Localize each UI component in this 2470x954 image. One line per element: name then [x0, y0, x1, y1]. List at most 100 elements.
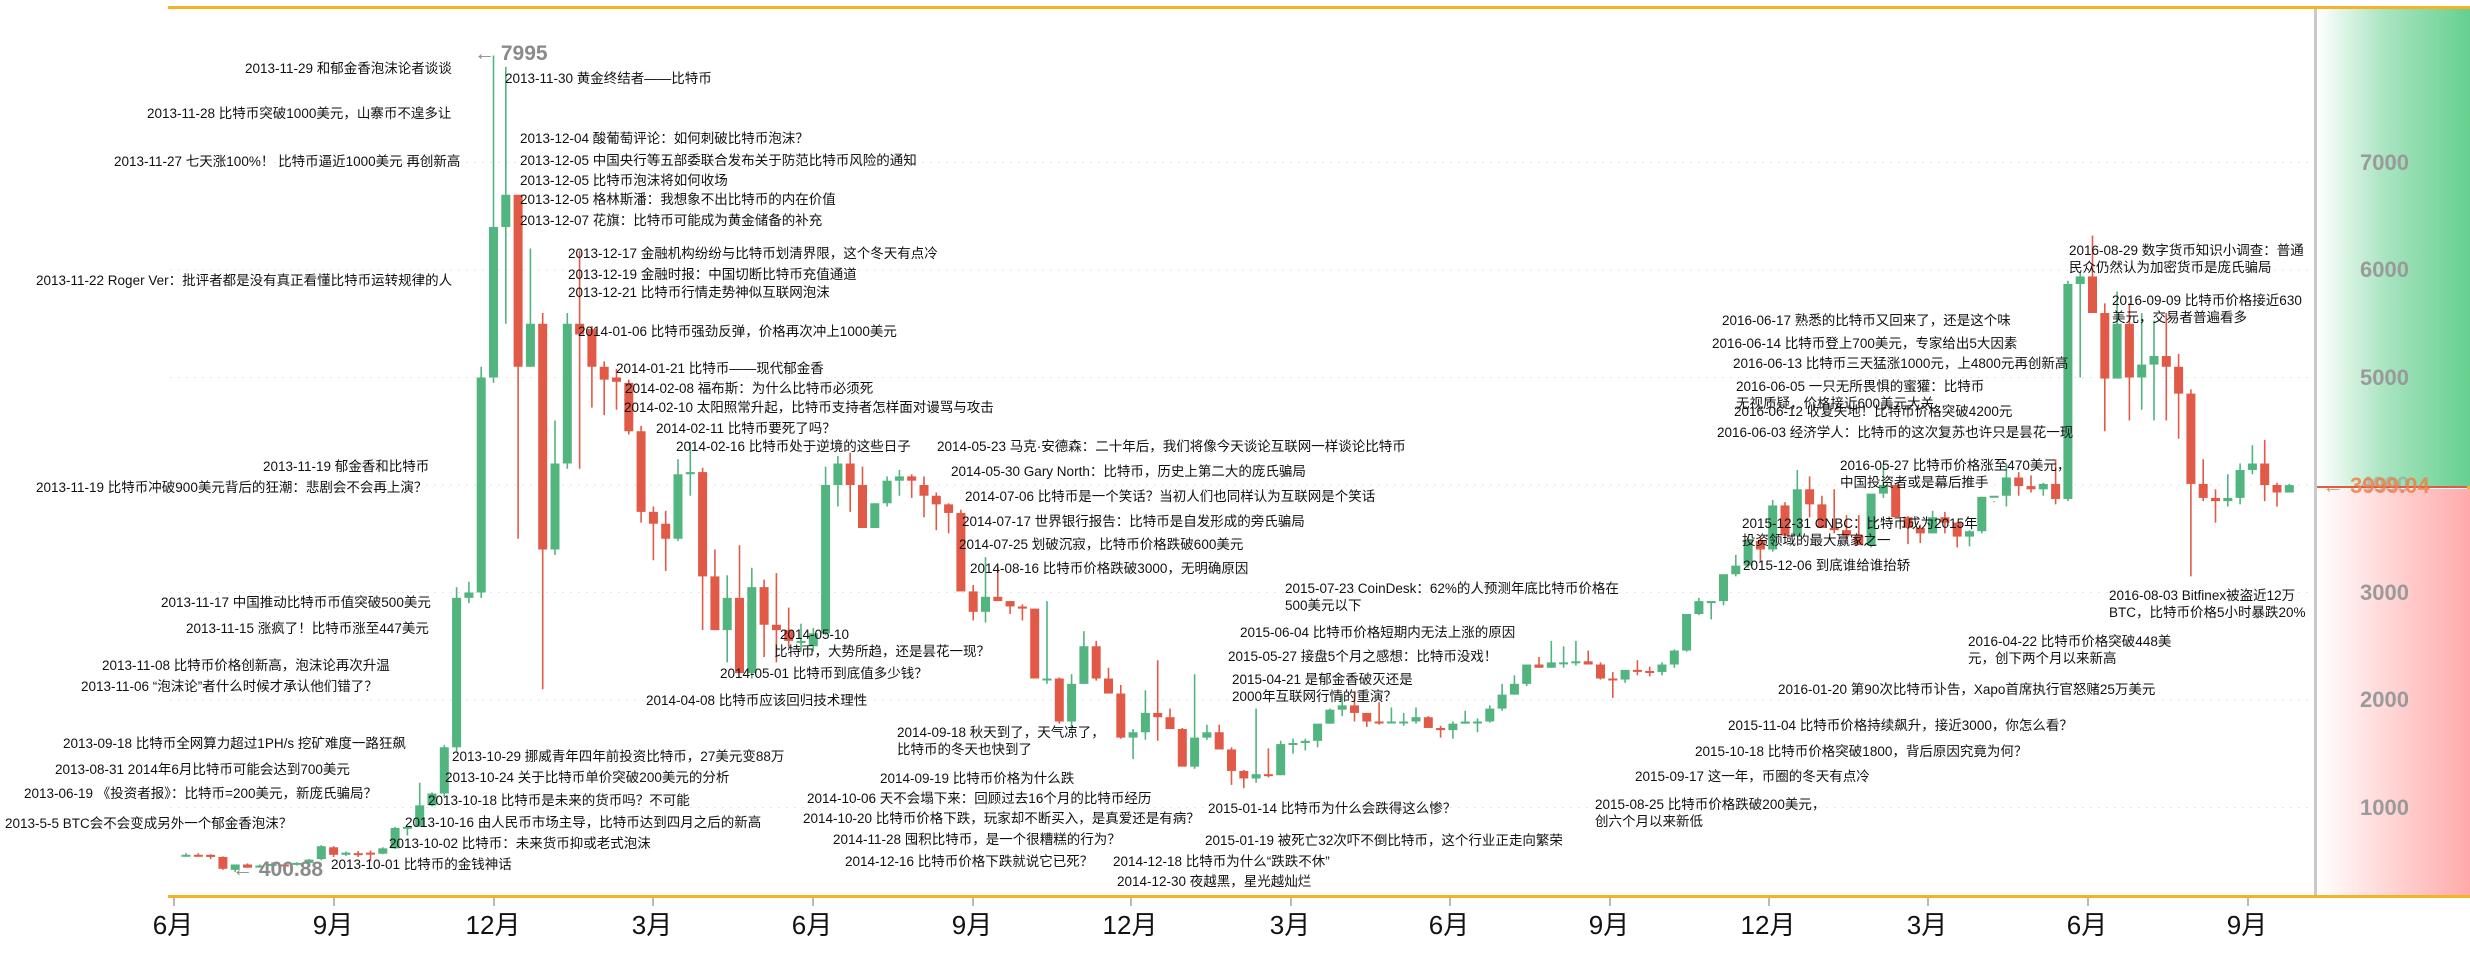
price-axis-panel	[2314, 9, 2470, 895]
candle	[427, 792, 437, 807]
candle	[366, 850, 375, 862]
x-tick	[652, 898, 654, 906]
candle	[193, 853, 203, 857]
candle	[1042, 601, 1052, 684]
news-annotation: 2013-12-05 比特币泡沫将如何收场	[520, 173, 728, 188]
candle	[747, 567, 757, 679]
news-annotation: 2016-06-12 收复失地！比特币价格突破4200元	[1734, 404, 2013, 419]
news-annotation: 2013-11-06 “泡沫论”者什么时候才承认他们错了？	[81, 679, 378, 694]
candle	[1350, 691, 1359, 722]
y-tick-label: 1000	[2360, 795, 2409, 820]
candle	[2272, 482, 2282, 507]
candle	[255, 864, 265, 868]
candle	[1891, 483, 1901, 518]
y-tick-label: 2000	[2360, 687, 2409, 712]
candle	[771, 573, 781, 663]
x-tick	[1449, 898, 1451, 906]
news-annotation: 2015-01-14 比特币为什么会跌得这么惨？	[1208, 801, 1457, 816]
news-annotation: 2013-10-02 比特币：未来货币抑或老式泡沫	[389, 836, 651, 851]
candle	[808, 627, 818, 652]
candle	[415, 782, 425, 827]
candle	[858, 466, 867, 528]
x-tick-label: 9月	[1588, 910, 1630, 940]
candle	[870, 503, 880, 528]
candle	[476, 366, 486, 598]
candle	[1657, 662, 1667, 676]
news-annotation: 2016-06-14 比特币登上700美元，专家给出5大因素	[1712, 336, 2018, 351]
news-annotation: 2013-06-19 《投资者报》：比特币=200美元，新庞氏骗局？	[24, 786, 377, 801]
news-annotation: 2013-11-17 中国推动比特币币值突破500美元	[161, 595, 431, 610]
news-annotation: 2013-08-31 2014年6月比特币可能会达到700美元	[55, 762, 350, 777]
news-annotation: 2014-07-17 世界银行报告：比特币是自发形成的旁氏骗局	[962, 514, 1305, 529]
news-annotation: 2014-10-20 比特币价格下跌，玩家却不断买入，是真爱还是有病？	[803, 811, 1200, 826]
x-tick	[493, 898, 495, 906]
candle	[2223, 474, 2233, 507]
candle	[2026, 475, 2036, 493]
news-annotation: 2014-02-16 比特币处于逆境的这些日子	[676, 439, 911, 454]
news-annotation: 2013-11-29 和郁金香泡沫论者谈谈	[245, 61, 452, 76]
candle	[1448, 721, 1458, 739]
candle	[1386, 707, 1396, 724]
candle	[796, 623, 806, 652]
candle	[1559, 646, 1569, 668]
candle	[1202, 724, 1212, 740]
news-annotation: 2014-12-16 比特币价格下跌就说它已死？	[845, 854, 1094, 869]
candle	[1854, 515, 1864, 546]
x-tick-label: 12月	[1102, 910, 1158, 940]
news-annotation: 2013-12-04 酸葡萄评论：如何刺破比特币泡沫？	[520, 131, 809, 146]
candle	[931, 492, 941, 531]
news-annotation: 2013-10-18 比特币是未来的货币吗？不可能	[428, 793, 690, 808]
candle	[2100, 303, 2110, 432]
candle	[1251, 708, 1261, 783]
candle	[710, 549, 720, 631]
news-annotation: 2014-05-10 比特币，大势所趋，还是昙花一现？	[774, 627, 990, 659]
y-tick-label: 4000	[2360, 472, 2409, 497]
news-annotation: 2016-09-09 比特币价格接近630 美元，交易者普遍看多	[2112, 293, 2302, 325]
x-tick	[173, 898, 175, 906]
candle	[292, 862, 302, 866]
candle	[538, 313, 548, 690]
candle	[612, 368, 621, 410]
candle	[1509, 675, 1519, 695]
candle	[1140, 690, 1150, 740]
news-annotation: 2016-06-13 比特币三天猛涨1000元，上4800元再创新高	[1733, 356, 2069, 371]
candle	[1792, 469, 1802, 537]
candle	[2260, 439, 2270, 502]
x-tick-label: 3月	[631, 910, 673, 940]
candle	[1239, 769, 1249, 789]
plot-frame	[168, 6, 2470, 898]
news-annotation: 2015-07-23 CoinDesk：62%的人预测年底比特币价格在 500美元…	[1285, 581, 1619, 613]
candle	[685, 442, 695, 496]
candle	[1399, 712, 1409, 726]
candle	[1288, 738, 1298, 754]
news-annotation: 2014-01-06 比特币强劲反弹，价格再次冲上1000美元	[578, 324, 897, 339]
candle	[2211, 489, 2220, 523]
candle	[1153, 660, 1163, 741]
price-axis-up-zone	[2317, 9, 2470, 486]
candle	[2149, 320, 2159, 421]
x-tick	[333, 898, 335, 906]
news-annotation: 2015-12-06 到底谁给谁抬轿	[1743, 558, 1911, 573]
news-annotation: 2013-09-18 比特币全网算力超过1PH/s 挖矿难度一路狂飙	[63, 736, 406, 751]
candle	[1719, 574, 1728, 606]
candle	[2235, 463, 2245, 505]
news-annotation: 2014-08-16 比特币价格跌破3000，无明确原因	[970, 561, 1249, 576]
candle	[525, 248, 535, 367]
candle	[661, 510, 671, 571]
news-annotation: 2013-5-5 BTC会不会变成另外一个郁金香泡沫？	[5, 816, 293, 831]
candle	[1485, 705, 1495, 723]
current-price-label: ← 3999.04	[2322, 473, 2430, 498]
current-price-line	[2317, 486, 2467, 488]
news-annotation: 2013-12-17 金融机构纷纷与比特币划清界限，这个冬天有点冷	[568, 246, 938, 261]
x-tick-label: 6月	[791, 910, 833, 940]
candle	[1878, 465, 1888, 498]
candle	[181, 853, 191, 857]
max-price-label: ← 7995	[474, 42, 548, 65]
candle	[353, 851, 363, 857]
candle	[439, 745, 449, 797]
candle	[1005, 601, 1015, 614]
candle	[2198, 459, 2208, 502]
news-annotation: 2014-11-28 囤积比特币，是一个很糟糕的行为？	[833, 832, 1121, 847]
candle	[2247, 445, 2257, 475]
news-annotation: 2014-10-06 天不会塌下来：回顾过去16个月的比特币经历	[807, 791, 1152, 806]
